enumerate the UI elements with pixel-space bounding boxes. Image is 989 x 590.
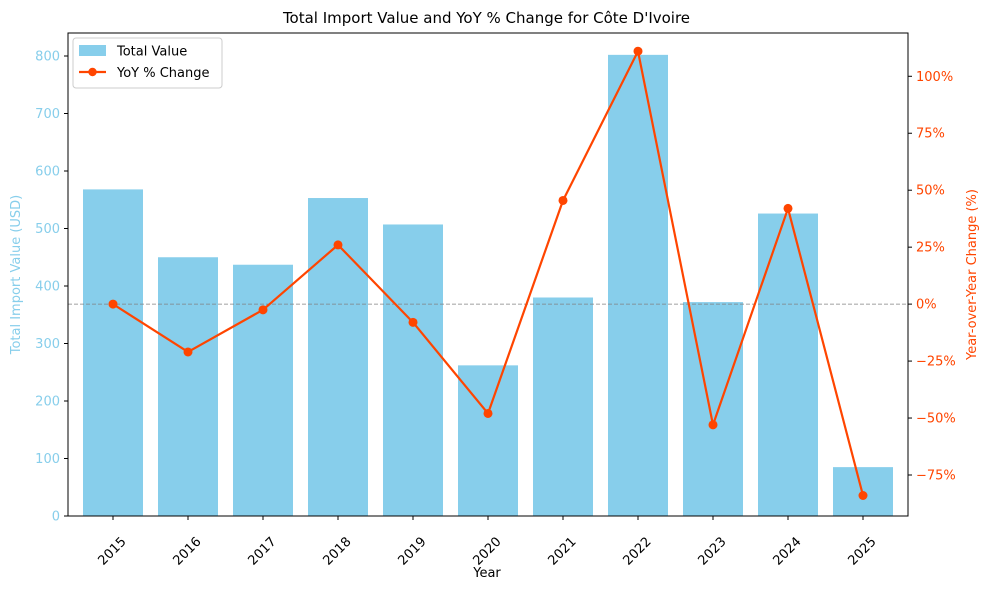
yoy-line-layer [108, 46, 868, 500]
left-tick-label-600: 600 [35, 165, 60, 180]
right-y-axis: −75% −50% −25% 0% 25% 50% 75% 100% [908, 70, 956, 483]
bar-2018 [308, 198, 368, 516]
x-tick-label-2024: 2024 [771, 535, 805, 569]
yoy-point-2023 [708, 420, 718, 430]
yoy-point-2015 [108, 299, 118, 309]
yoy-point-2019 [408, 317, 418, 327]
bar-2023 [683, 302, 743, 516]
left-y-axis-label: Total Import Value (USD) [9, 195, 24, 356]
left-tick-label-500: 500 [35, 222, 60, 237]
bars-layer [83, 54, 893, 517]
x-tick-label-2022: 2022 [621, 535, 655, 569]
left-tick-label-700: 700 [35, 107, 60, 122]
x-axis: 2015 2016 2017 2018 2019 2020 2021 2022 2023 2024… [96, 516, 880, 569]
left-tick-label-200: 200 [35, 395, 60, 410]
x-tick-label-2025: 2025 [846, 535, 880, 569]
bar-2015 [83, 189, 143, 516]
yoy-point-2020 [483, 408, 493, 418]
yoy-point-2017 [258, 305, 268, 315]
right-tick-label-0: 0% [916, 298, 937, 313]
legend-label-total-value: Total Value [116, 45, 187, 60]
legend-box [72, 37, 223, 89]
bar-2019 [383, 224, 443, 516]
right-tick-label-100: 100% [916, 70, 953, 85]
yoy-point-2025 [858, 490, 868, 500]
right-tick-label--25: −25% [916, 355, 956, 370]
left-tick-label-300: 300 [35, 337, 60, 352]
yoy-point-2021 [558, 195, 568, 205]
x-tick-label-2015: 2015 [96, 535, 130, 569]
x-tick-label-2020: 2020 [471, 535, 505, 569]
legend-label-yoy: YoY % Change [116, 66, 210, 81]
bar-2021 [533, 297, 593, 516]
bar-2024 [758, 213, 818, 517]
yoy-point-2022 [633, 46, 643, 56]
yoy-point-2016 [183, 347, 193, 357]
yoy-point-2024 [783, 203, 793, 213]
bar-2017 [233, 264, 293, 516]
chart-title: Total Import Value and YoY % Change for … [282, 9, 690, 27]
right-tick-label-50: 50% [916, 184, 945, 199]
x-tick-label-2019: 2019 [396, 535, 430, 569]
left-tick-label-800: 800 [35, 50, 60, 65]
left-y-axis: 0 100 200 300 400 500 600 700 800 [35, 50, 68, 525]
legend: Total Value YoY % Change [72, 37, 223, 89]
x-axis-label: Year [472, 566, 501, 581]
x-tick-label-2023: 2023 [696, 535, 730, 569]
bar-2016 [158, 257, 218, 516]
legend-swatch-total-value [79, 45, 106, 56]
x-tick-label-2017: 2017 [246, 535, 280, 569]
right-y-axis-label: Year-over-Year Change (%) [965, 189, 980, 361]
x-tick-label-2018: 2018 [321, 535, 355, 569]
right-tick-label--50: −50% [916, 412, 956, 427]
yoy-point-2018 [333, 240, 343, 250]
right-tick-label-75: 75% [916, 127, 945, 142]
legend-swatch-yoy-marker [88, 67, 97, 77]
x-tick-label-2016: 2016 [171, 535, 205, 569]
left-tick-label-0: 0 [52, 510, 60, 525]
left-tick-label-100: 100 [35, 452, 60, 467]
bar-2022 [608, 54, 668, 516]
right-tick-label-25: 25% [916, 241, 945, 256]
left-tick-label-400: 400 [35, 280, 60, 295]
x-tick-label-2021: 2021 [546, 535, 580, 569]
right-tick-label--75: −75% [916, 468, 956, 483]
